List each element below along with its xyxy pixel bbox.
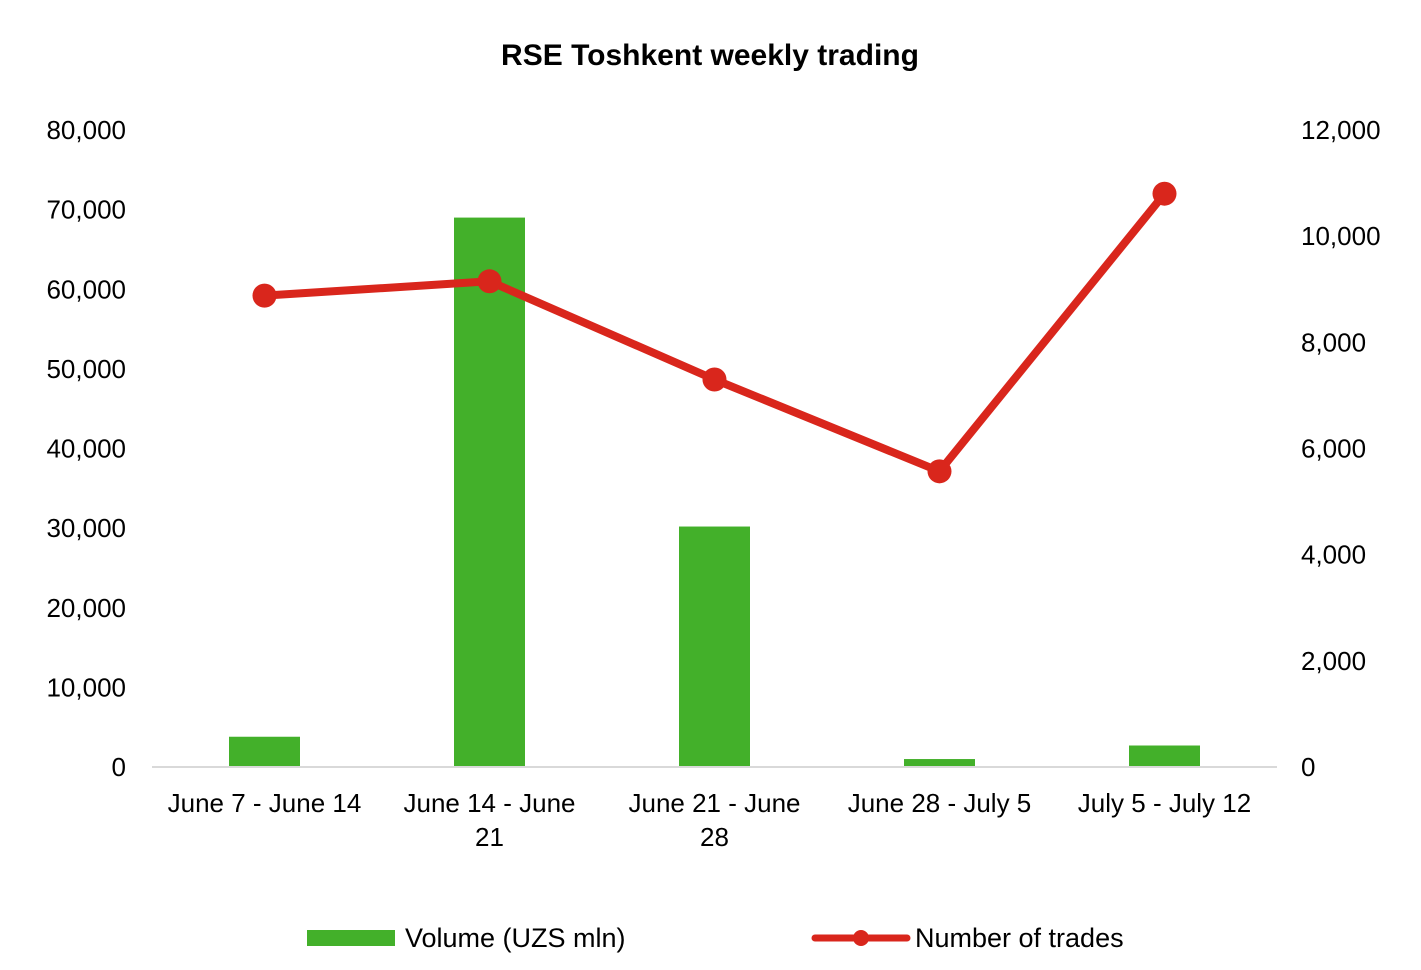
trades-point (927, 459, 952, 484)
left-tick-label: 60,000 (46, 274, 126, 304)
right-tick-label: 6,000 (1301, 434, 1366, 464)
volume-bar (679, 526, 750, 767)
right-tick-label: 0 (1301, 752, 1315, 782)
legend-trades-marker (853, 930, 869, 946)
x-tick-label: 28 (700, 822, 729, 852)
x-tick-label: June 14 - June (403, 788, 575, 818)
x-axis-labels: June 7 - June 14 June 14 - June 21 June 21 … (168, 788, 1252, 852)
right-tick-label: 8,000 (1301, 327, 1366, 357)
legend-trades-label: Number of trades (915, 923, 1124, 953)
left-tick-label: 30,000 (46, 513, 126, 543)
left-tick-label: 50,000 (46, 354, 126, 384)
trades-point (252, 283, 277, 308)
trades-point (477, 269, 502, 294)
volume-bar (229, 736, 300, 767)
left-axis: 0 10,000 20,000 30,000 40,000 50,000 60,000 70,… (46, 115, 126, 782)
x-tick-label: July 5 - July 12 (1078, 788, 1251, 818)
left-tick-label: 70,000 (46, 195, 126, 225)
left-tick-label: 0 (112, 752, 126, 782)
volume-bar (454, 217, 525, 767)
right-tick-label: 4,000 (1301, 540, 1366, 570)
trades-line-path (260, 189, 1169, 476)
left-tick-label: 20,000 (46, 593, 126, 623)
x-tick-label: June 21 - June (628, 788, 800, 818)
volume-bar (1129, 745, 1200, 767)
volume-bar (904, 759, 975, 767)
trades-point (1152, 181, 1177, 206)
left-tick-label: 10,000 (46, 672, 126, 702)
chart-title: RSE Toshkent weekly trading (501, 39, 919, 72)
left-tick-label: 80,000 (46, 115, 126, 145)
right-tick-label: 12,000 (1301, 115, 1381, 145)
right-tick-label: 2,000 (1301, 646, 1366, 676)
trades-line (252, 181, 1177, 484)
right-axis: 0 2,000 4,000 6,000 8,000 10,000 12,000 (1301, 115, 1381, 782)
legend-volume-label: Volume (UZS mln) (405, 923, 626, 953)
x-tick-label: 21 (475, 822, 504, 852)
x-tick-label: June 7 - June 14 (168, 788, 362, 818)
left-tick-label: 40,000 (46, 434, 126, 464)
legend-volume-swatch (307, 930, 395, 946)
x-tick-label: June 28 - July 5 (848, 788, 1032, 818)
trades-point (702, 367, 727, 392)
volume-bars (229, 217, 1200, 767)
right-tick-label: 10,000 (1301, 221, 1381, 251)
legend: Volume (UZS mln) Number of trades (307, 923, 1124, 953)
